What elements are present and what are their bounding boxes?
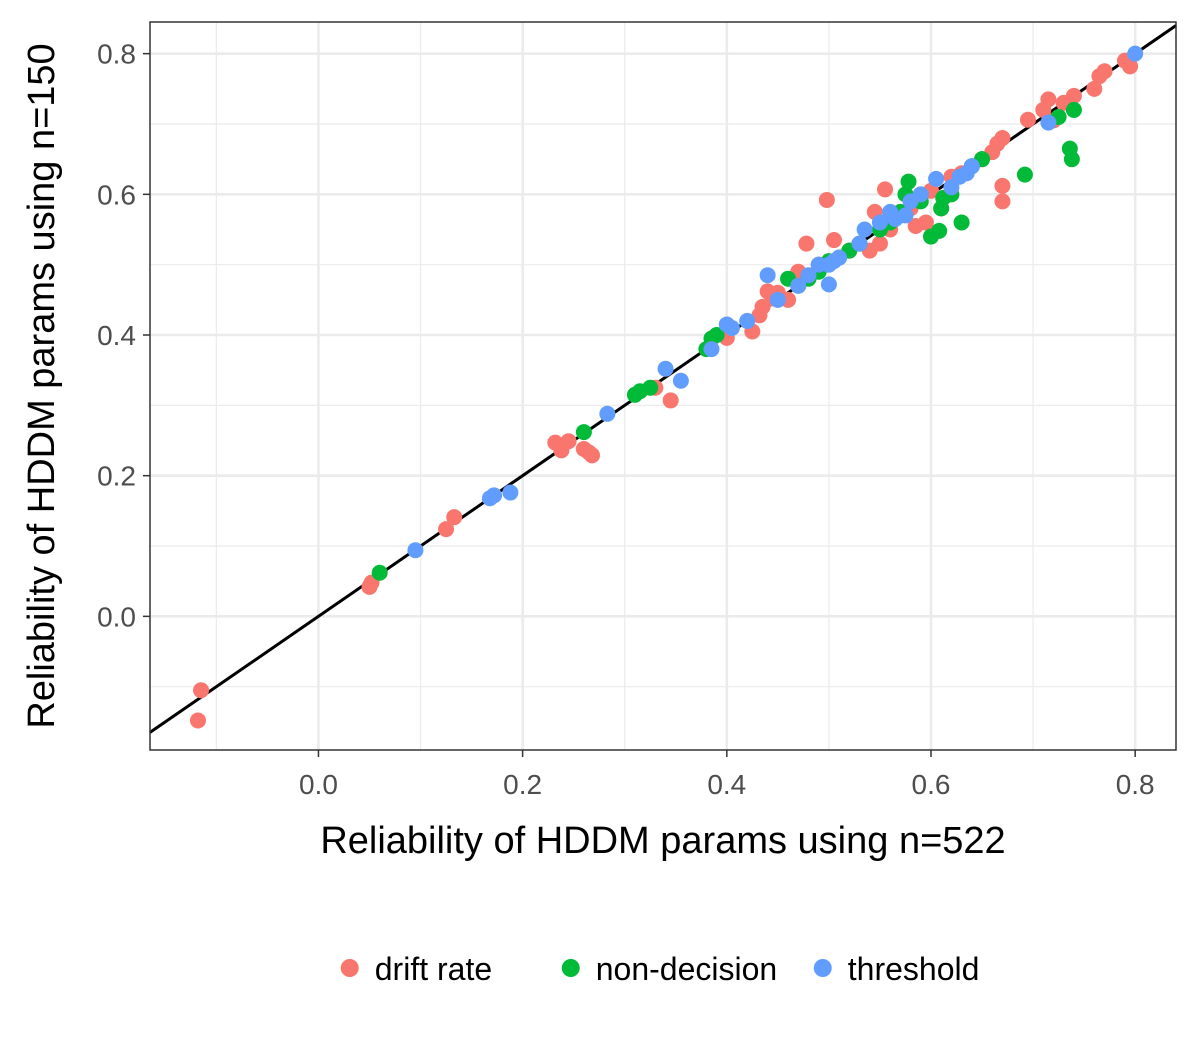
x-axis: 0.0 0.2 0.4 0.6 0.8	[299, 750, 1155, 800]
x-tick-label: 0.6	[912, 769, 951, 800]
point-drift-rate	[1096, 63, 1113, 80]
point-non-decision	[1063, 151, 1080, 168]
y-axis-title: Reliability of HDDM params using n=150	[21, 43, 63, 728]
point-threshold	[657, 360, 674, 377]
legend-key-threshold	[813, 959, 832, 977]
legend-label-threshold: threshold	[848, 951, 980, 987]
point-threshold	[851, 235, 868, 252]
point-drift-rate	[1122, 58, 1139, 75]
point-non-decision	[575, 424, 592, 441]
point-drift-rate	[1086, 80, 1103, 97]
point-drift-rate	[877, 181, 894, 198]
legend-key-drift-rate	[340, 959, 359, 977]
point-threshold	[871, 214, 888, 231]
y-axis: 0.0 0.2 0.4 0.6 0.8	[97, 39, 150, 632]
point-drift-rate	[818, 191, 835, 208]
point-threshold	[800, 267, 817, 284]
point-threshold	[928, 170, 945, 187]
point-threshold	[599, 405, 616, 422]
point-non-decision	[1016, 166, 1033, 183]
legend: drift rate non-decision threshold	[340, 951, 980, 987]
point-threshold	[502, 484, 519, 501]
plot-panel-border	[149, 21, 1177, 751]
point-non-decision	[1065, 101, 1082, 118]
point-drift-rate	[193, 682, 210, 699]
point-drift-rate	[446, 509, 463, 526]
point-drift-rate	[826, 232, 842, 249]
point-drift-rate	[994, 177, 1011, 194]
point-threshold	[672, 372, 689, 389]
point-drift-rate	[871, 235, 888, 252]
point-threshold	[703, 341, 720, 358]
point-threshold	[790, 277, 807, 294]
point-threshold	[407, 542, 424, 559]
point-non-decision	[900, 173, 917, 190]
point-drift-rate	[994, 193, 1011, 210]
point-threshold	[856, 221, 873, 238]
legend-key-non-decision	[561, 959, 580, 977]
point-threshold	[897, 207, 914, 224]
point-drift-rate	[917, 214, 934, 231]
point-drift-rate	[1040, 91, 1057, 108]
point-threshold	[1040, 114, 1057, 131]
y-tick-label: 0.2	[97, 461, 136, 492]
legend-label-drift-rate: drift rate	[375, 951, 492, 987]
x-tick-label: 0.0	[299, 769, 338, 800]
data-points	[189, 45, 1144, 729]
point-threshold	[1127, 45, 1144, 62]
point-non-decision	[931, 222, 948, 239]
point-threshold	[769, 291, 786, 308]
point-drift-rate	[994, 130, 1011, 147]
point-drift-rate	[662, 392, 679, 409]
point-non-decision	[371, 564, 388, 581]
y-tick-label: 0.0	[97, 601, 136, 632]
legend-label-non-decision: non-decision	[596, 951, 777, 987]
y-tick-label: 0.6	[97, 179, 136, 210]
point-drift-rate	[1019, 111, 1036, 128]
point-drift-rate	[438, 521, 455, 538]
y-tick-label: 0.8	[97, 39, 136, 70]
point-drift-rate	[560, 433, 577, 450]
point-drift-rate	[189, 712, 206, 729]
point-non-decision	[708, 327, 725, 344]
point-threshold	[723, 319, 740, 336]
x-tick-label: 0.4	[707, 769, 746, 800]
point-threshold	[963, 158, 980, 175]
point-threshold	[820, 276, 837, 293]
x-tick-label: 0.8	[1116, 769, 1155, 800]
point-non-decision	[953, 214, 970, 231]
point-drift-rate	[584, 447, 601, 464]
point-drift-rate	[798, 235, 815, 252]
point-drift-rate	[1065, 87, 1082, 104]
point-threshold	[912, 186, 929, 203]
point-non-decision	[642, 379, 659, 396]
point-threshold	[759, 267, 776, 284]
point-threshold	[831, 249, 848, 266]
point-threshold	[486, 487, 503, 504]
point-threshold	[739, 312, 756, 329]
x-tick-label: 0.2	[503, 769, 542, 800]
y-tick-label: 0.4	[97, 320, 136, 351]
minor-gridlines	[150, 22, 1176, 750]
x-axis-title: Reliability of HDDM params using n=522	[320, 820, 1005, 862]
